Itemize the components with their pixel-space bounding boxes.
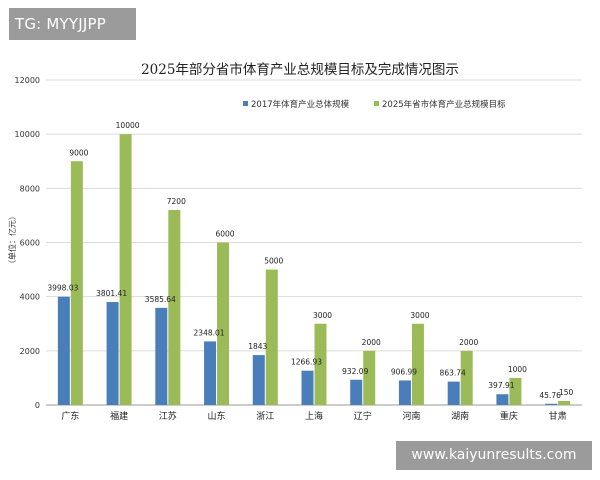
bar-2017 [57,296,70,405]
y-tick-label: 8000 [20,184,40,193]
watermark-bottom: www.kaiyunresults.com [396,441,592,470]
bar-2017 [301,370,314,405]
bar-2017 [350,379,363,405]
data-label: 932.09 [342,367,368,376]
x-category-label: 湖南 [451,410,469,422]
data-label: 3000 [410,311,429,320]
data-label: 906.99 [391,367,417,376]
data-label: 1266.93 [291,358,322,367]
bar-2017 [545,403,558,405]
data-label: 3585.64 [145,295,176,304]
bars [57,134,571,405]
y-axis-label: （单位：亿元） [7,212,17,268]
data-label: 9000 [69,148,88,157]
bar-2017 [155,307,168,405]
bar-2017 [204,341,217,405]
x-category-label: 山东 [208,410,226,422]
y-tick-label: 2000 [20,347,40,356]
x-category-label: 重庆 [500,410,518,422]
data-label: 3000 [313,311,332,320]
bar-2025 [509,377,522,405]
bar-2025 [411,323,424,405]
x-axis-categories: 广东 福建 江苏 山东 浙江 上海 辽宁 河南 湖南 重庆 甘肃 [61,410,566,422]
data-label: 2000 [362,338,381,347]
data-label: 150 [559,388,574,397]
x-category-label: 福建 [110,410,128,422]
x-category-label: 上海 [305,410,323,422]
data-label: 10000 [116,121,140,130]
data-label: 1843 [248,342,267,351]
data-label: 6000 [215,230,234,239]
x-category-label: 浙江 [256,410,274,422]
legend-swatch [243,101,248,106]
bar-2025 [119,134,132,405]
bar-2025 [70,161,83,405]
watermark-top: TG: MYYJJPP [9,8,136,40]
gridlines [46,79,582,406]
y-tick-label: 0 [35,401,40,410]
bar-2017 [106,302,119,405]
y-tick-label: 4000 [20,293,40,302]
data-label: 863.74 [440,369,466,378]
bar-2017 [398,380,411,405]
data-labels: 3998.03 9000 3801.41 10000 3585.64 7200 2348.0… [47,121,573,400]
y-axis-ticks: 0 2000 4000 6000 8000 10000 12000 [15,76,40,410]
x-category-label: 江苏 [159,410,177,422]
data-label: 3801.41 [96,289,127,298]
y-tick-label: 6000 [20,239,40,248]
x-category-label: 甘肃 [549,410,567,422]
bar-2025 [363,350,376,405]
legend: 2017年体育产业总体规模 2025年省市体育产业总规模目标 [243,99,506,110]
y-tick-label: 12000 [15,76,40,85]
data-label: 2348.01 [194,328,225,337]
x-category-label: 辽宁 [354,410,372,422]
data-label: 45.76 [539,391,561,400]
bar-2025 [217,242,230,405]
bar-2025 [558,400,571,405]
y-tick-label: 10000 [15,130,40,139]
data-label: 7200 [167,197,186,206]
data-label: 5000 [264,257,283,266]
data-label: 1000 [508,365,527,374]
x-category-label: 广东 [61,410,79,422]
bar-2025 [314,323,327,405]
bar-2025 [168,210,181,405]
bar-2017 [252,355,265,405]
legend-swatch [374,101,379,106]
data-label: 397.91 [488,381,514,390]
data-label: 2000 [459,338,478,347]
legend-label: 2025年省市体育产业总规模目标 [382,99,506,110]
bar-2017 [447,381,460,405]
legend-label: 2017年体育产业总体规模 [251,99,350,110]
data-label: 3998.03 [47,284,78,293]
bar-2017 [496,394,509,405]
bar-2025 [265,269,278,405]
chart-title: 2025年部分省市体育产业总规模目标及完成情况图示 [141,62,459,78]
x-category-label: 河南 [402,410,420,422]
bar-2025 [460,350,473,405]
